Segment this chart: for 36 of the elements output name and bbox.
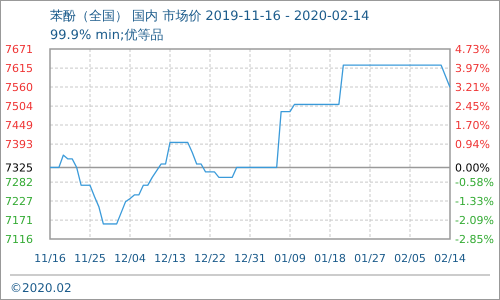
y2-tick-label: 2.45%	[455, 100, 490, 114]
y-tick-label: 7393	[5, 138, 33, 152]
x-tick-label: 11/25	[74, 252, 106, 265]
y2-tick-label: -2.09%	[455, 214, 494, 227]
x-tick-label: 01/18	[314, 252, 346, 265]
y2-tick-label: 0.00%	[455, 162, 490, 175]
y2-tick-label: 0.94%	[455, 138, 490, 151]
x-tick-label: 12/13	[154, 252, 186, 265]
y2-tick-label: -0.58%	[455, 176, 494, 190]
y2-tick-label: -2.85%	[455, 233, 494, 246]
chart-title: 苯酚（全国） 国内 市场价 2019-11-16 - 2020-02-14	[50, 9, 370, 24]
y-tick-label: 7325	[5, 161, 33, 174]
x-tick-label: 11/16	[34, 252, 66, 265]
x-tick-label: 12/04	[114, 252, 146, 265]
x-tick-label: 01/09	[274, 252, 306, 265]
y-tick-label: 7116	[5, 233, 33, 246]
y-tick-label: 7449	[5, 119, 33, 132]
x-tick-label: 02/05	[394, 252, 426, 265]
y-tick-label: 7227	[5, 195, 33, 208]
x-tick-label: 02/14	[434, 252, 466, 265]
y-tick-label: 7282	[5, 176, 33, 190]
text: ©2020.02	[10, 281, 72, 295]
chart-subtitle: 99.9% min;优等品	[50, 28, 164, 43]
x-tick-label: 12/22	[194, 252, 226, 265]
y2-tick-label: 3.97%	[455, 62, 490, 76]
y2-tick-label: 3.21%	[455, 81, 490, 94]
y-tick-label: 7560	[5, 81, 33, 94]
y2-tick-label: 1.70%	[455, 118, 490, 132]
y-tick-label: 7171	[5, 214, 33, 228]
x-tick-label: 01/27	[354, 252, 386, 265]
y-tick-label: 7504	[5, 100, 33, 114]
y-tick-label: 7671	[5, 43, 33, 56]
y2-tick-label: -1.33%	[455, 194, 494, 208]
y2-tick-label: 4.73%	[455, 43, 490, 56]
y-tick-label: 7615	[5, 62, 33, 76]
x-tick-label: 12/31	[234, 252, 266, 265]
